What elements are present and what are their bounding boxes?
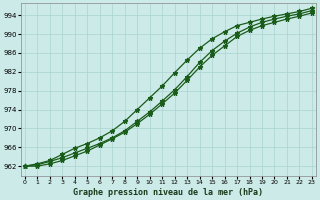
X-axis label: Graphe pression niveau de la mer (hPa): Graphe pression niveau de la mer (hPa) xyxy=(73,188,263,197)
